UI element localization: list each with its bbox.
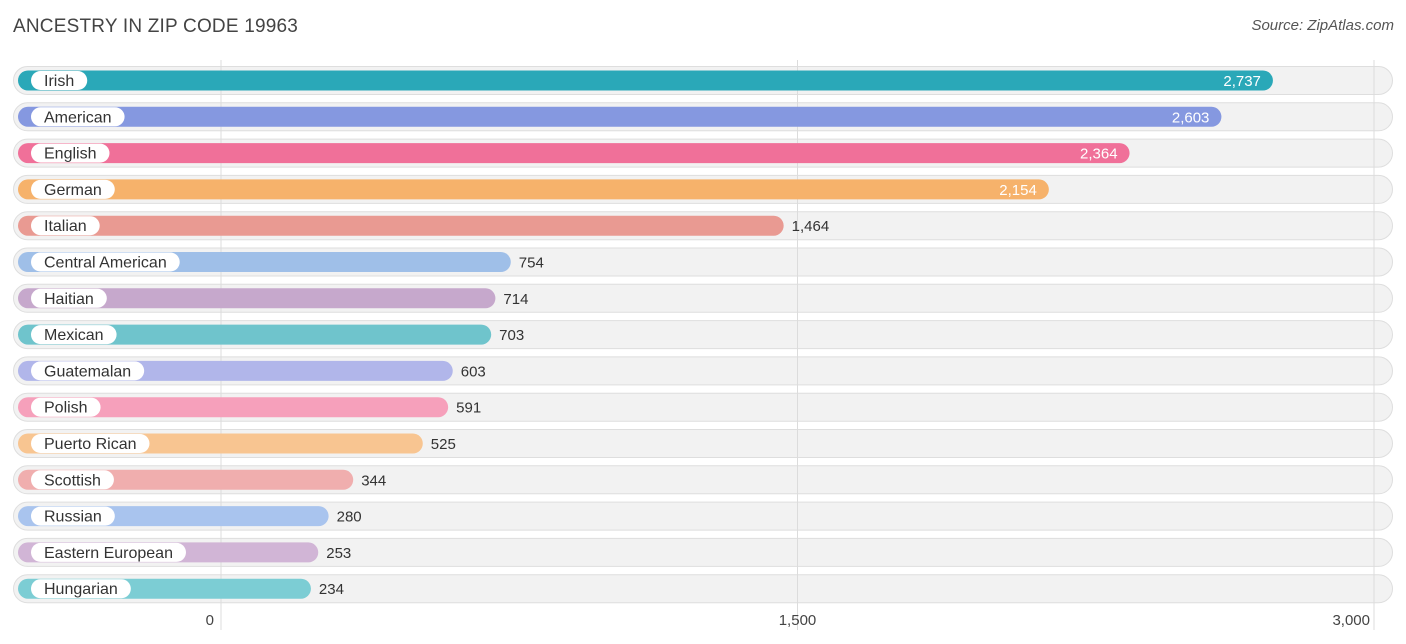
category-label-pill <box>31 143 110 163</box>
row-background <box>13 465 1393 495</box>
value-label: 2,603 <box>1172 109 1210 126</box>
value-label: 703 <box>499 327 524 344</box>
category-label-pill <box>31 288 107 308</box>
value-label: 1,464 <box>792 218 830 235</box>
category-label-pill <box>31 470 114 490</box>
category-label-pill <box>31 252 180 272</box>
category-label-pill <box>31 107 125 127</box>
row-background <box>13 537 1393 567</box>
category-label: Haitian <box>44 291 94 308</box>
value-label: 253 <box>326 545 351 562</box>
category-label: Mexican <box>44 327 104 344</box>
value-label: 2,737 <box>1223 73 1261 90</box>
row-background <box>13 501 1393 531</box>
value-label: 2,364 <box>1080 146 1118 163</box>
value-label: 2,154 <box>999 182 1037 199</box>
bar <box>18 143 1130 164</box>
category-label: Polish <box>44 400 88 417</box>
value-label: 714 <box>503 291 528 308</box>
category-label-pill <box>31 179 115 199</box>
bar <box>18 106 1222 127</box>
value-label: 280 <box>337 509 362 526</box>
category-label-pill <box>31 325 117 345</box>
category-label: Russian <box>44 509 102 526</box>
bar <box>18 215 784 236</box>
category-label-pill <box>31 71 88 90</box>
value-label: 754 <box>519 255 544 272</box>
bar-layer: Irish 2,737 American 2,603 English 2,364 Germa… <box>18 70 1273 599</box>
category-label-pill <box>31 361 145 381</box>
category-label: Irish <box>44 73 74 90</box>
chart-source: Source: ZipAtlas.com <box>1251 17 1394 34</box>
category-label-pill <box>31 542 186 562</box>
category-label: Eastern European <box>44 545 173 562</box>
category-label: English <box>44 146 96 163</box>
bar <box>18 288 496 309</box>
row-background <box>13 574 1393 604</box>
category-label: Scottish <box>44 472 101 489</box>
category-label: Italian <box>44 218 87 235</box>
category-label-pill <box>31 506 115 526</box>
category-label: Hungarian <box>44 581 118 598</box>
category-label-pill <box>31 397 101 417</box>
x-tick-label: 1,500 <box>779 612 817 629</box>
value-label: 591 <box>456 400 481 417</box>
category-label-pill <box>31 579 131 599</box>
category-label: American <box>44 109 112 126</box>
category-label-pill <box>31 434 150 453</box>
category-label: Guatemalan <box>44 363 131 380</box>
x-axis-ticks: 0 1,500 3,000 <box>206 612 1370 629</box>
value-label: 344 <box>361 472 386 489</box>
value-label: 234 <box>319 581 344 598</box>
bar <box>18 70 1273 91</box>
value-label: 603 <box>461 363 486 380</box>
chart-title: ANCESTRY IN ZIP CODE 19963 <box>13 16 299 37</box>
x-tick-label: 0 <box>206 612 214 629</box>
category-label: Puerto Rican <box>44 436 137 453</box>
category-label: German <box>44 182 102 199</box>
bar <box>18 179 1049 200</box>
value-label: 525 <box>431 436 456 453</box>
x-tick-label: 3,000 <box>1332 612 1370 629</box>
category-label-pill <box>31 216 100 236</box>
bar <box>18 324 492 345</box>
category-label: Central American <box>44 255 167 272</box>
bar <box>18 397 449 418</box>
